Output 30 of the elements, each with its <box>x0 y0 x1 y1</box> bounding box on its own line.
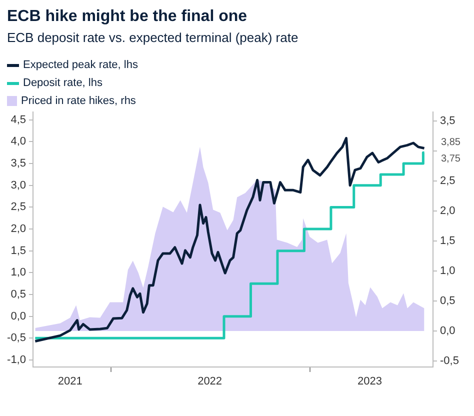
legend-label: Priced in rate hikes, rhs <box>21 94 136 109</box>
y-tick-label: -0,5 <box>7 332 26 344</box>
y2-tick-label: 0,5 <box>440 295 456 308</box>
y-tick-label: 0,5 <box>10 288 26 301</box>
y-tick-label: 4,0 <box>10 136 26 148</box>
legend-label: Deposit rate, lhs <box>23 76 102 91</box>
y-tick-label: 2,0 <box>10 223 26 236</box>
y-tick-label: 2,5 <box>10 201 26 214</box>
annotation: 3,75 <box>441 153 461 164</box>
y2-tick-label: 2,5 <box>440 175 456 188</box>
x-tick-label: 2023 <box>357 376 382 388</box>
chart-subtitle: ECB deposit rate vs. expected terminal (peak) rate <box>7 30 298 45</box>
annotation: 3,85 <box>441 136 461 148</box>
y2-tick-label: 3,5 <box>440 115 456 128</box>
y2-tick-label: 0,0 <box>440 325 456 338</box>
y2-tick-label: 1,5 <box>440 235 456 248</box>
x-tick-label: 2022 <box>198 376 222 388</box>
x-tick-label: 2021 <box>58 376 82 388</box>
y2-tick-label: 2,0 <box>440 205 456 218</box>
y-tick-label: 0,0 <box>10 310 26 322</box>
y-tick-label: 1,0 <box>10 266 26 279</box>
y2-tick-label: -0,5 <box>440 355 459 368</box>
y-tick-label: 4,5 <box>10 114 26 126</box>
y-tick-label: -1,0 <box>7 354 26 366</box>
y-tick-label: 3,0 <box>10 179 26 192</box>
chart-title: ECB hike might be the final one <box>7 8 248 26</box>
y-tick-label: 1,5 <box>10 244 26 257</box>
y2-tick-label: 1,0 <box>440 265 456 278</box>
y-tick-label: 3,5 <box>10 158 26 170</box>
legend-label: Expected peak rate, lhs <box>23 58 138 73</box>
